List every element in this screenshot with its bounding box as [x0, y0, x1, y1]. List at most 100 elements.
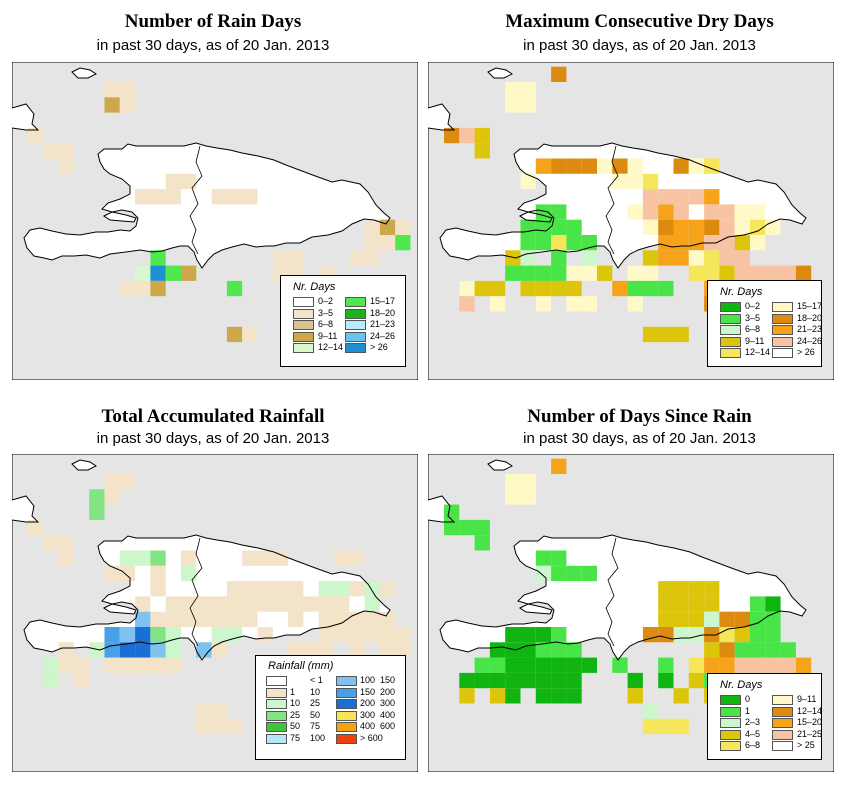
legend-label-low: 10 — [290, 698, 301, 708]
legend-label-low: 200 — [360, 698, 376, 708]
grid-cell — [135, 642, 151, 658]
grid-cell — [642, 326, 659, 343]
grid-cell — [165, 173, 181, 190]
grid-cell — [535, 280, 552, 297]
grid-cell — [627, 296, 643, 312]
grid-cell — [89, 489, 105, 505]
grid-cell — [612, 173, 628, 190]
grid-cell — [658, 219, 674, 235]
grid-cell — [211, 611, 227, 627]
grid-cell — [566, 688, 582, 704]
legend-swatch — [345, 320, 366, 330]
legend-label: 3–5 — [318, 307, 334, 318]
grid-cell — [489, 642, 506, 658]
grid-cell — [734, 657, 750, 673]
grid-cell — [658, 280, 674, 297]
grid-cell — [242, 611, 258, 627]
panel-title: Number of Rain Days — [124, 11, 302, 32]
map — [428, 454, 834, 772]
grid-cell — [395, 642, 411, 658]
panel-days-since-rain: Number of Days Since Rain in past 30 day… — [426, 393, 853, 793]
grid-cell — [364, 235, 380, 251]
grid-cell — [673, 596, 689, 612]
grid-cell — [288, 250, 304, 266]
panel-title: Total Accumulated Rainfall — [101, 406, 325, 427]
grid-cell — [104, 657, 120, 673]
grid-cell — [505, 642, 521, 658]
grid-cell — [505, 657, 521, 673]
grid-cell — [318, 627, 334, 643]
coastline — [103, 211, 137, 223]
legend-swatch — [720, 313, 741, 324]
legend-swatch — [772, 348, 793, 358]
legend-swatch — [293, 343, 314, 353]
legend-swatch — [336, 687, 357, 698]
grid-cell — [535, 235, 552, 251]
grid-cell — [688, 627, 705, 643]
grid-cell — [642, 703, 659, 719]
grid-cell — [334, 550, 350, 566]
legend-label: 2–3 — [745, 717, 761, 727]
landmass — [104, 212, 136, 222]
grid-cell — [150, 265, 166, 281]
legend-label: 15–20 — [797, 717, 823, 727]
panel-subtitle: in past 30 days, as of 20 Jan. 2013 — [96, 37, 330, 54]
legend-swatch — [345, 297, 366, 307]
grid-cell — [566, 235, 582, 251]
legend-label-high: 50 — [310, 709, 321, 720]
grid-cell — [226, 611, 243, 627]
grid-cell — [459, 672, 475, 689]
grid-cell — [673, 581, 689, 597]
grid-cell — [334, 581, 350, 597]
legend-label: 0–2 — [318, 296, 334, 306]
grid-cell — [642, 173, 659, 190]
legend-label-high: 150 — [380, 675, 396, 685]
grid-cell — [444, 519, 460, 536]
grid-cell — [627, 265, 643, 281]
legend-swatch — [336, 710, 357, 721]
legend-label: 4–5 — [745, 728, 761, 739]
coastline — [439, 142, 807, 269]
grid-cell — [150, 627, 166, 643]
legend-swatch — [772, 336, 793, 347]
panel-subtitle: in past 30 days, as of 20 Jan. 2013 — [96, 430, 330, 447]
grid-cell — [364, 219, 380, 235]
grid-cell — [28, 519, 44, 536]
legend-swatch — [720, 325, 741, 335]
grid-cell — [566, 672, 582, 689]
coastline — [519, 603, 553, 615]
legend-label: 24–26 — [370, 330, 396, 341]
legend-swatch — [266, 676, 287, 686]
legend-label-high: 200 — [380, 686, 396, 697]
grid-cell — [43, 143, 59, 159]
grid-cell — [150, 280, 166, 297]
legend-label: 21–23 — [370, 319, 396, 329]
grid-cell — [734, 611, 750, 627]
grid-cell — [551, 565, 567, 582]
grid-cell — [704, 596, 720, 612]
legend: Nr. Days 0–2 3–5 6–8 9–11 12–14 15–17 18–20 21–… — [280, 275, 406, 367]
grid-cell — [719, 204, 735, 220]
grid-cell — [395, 627, 411, 643]
legend-label-high: < 1 — [310, 675, 323, 685]
grid-cell — [211, 718, 227, 735]
grid-cell — [181, 596, 197, 612]
border-line — [605, 145, 619, 255]
grid-cell — [520, 657, 536, 673]
grid-cell — [734, 627, 750, 643]
grid-cell — [765, 265, 781, 281]
grid-cell — [104, 82, 120, 98]
grid-cell — [364, 627, 380, 643]
grid-cell — [119, 627, 136, 643]
grid-cell — [379, 581, 396, 597]
grid-cell — [288, 611, 304, 627]
grid-cell — [673, 219, 689, 235]
grid-cell — [688, 672, 705, 689]
legend-label: 15–17 — [797, 301, 823, 311]
legend: Nr. Days 0 1 2–3 4–5 6–8 9–11 12–14 15–20 21–25 >… — [707, 673, 822, 760]
grid-cell — [242, 550, 258, 566]
legend-label: 12–14 — [797, 705, 823, 716]
grid-cell — [581, 657, 597, 673]
legend-swatch — [772, 718, 793, 728]
grid-cell — [58, 550, 74, 566]
